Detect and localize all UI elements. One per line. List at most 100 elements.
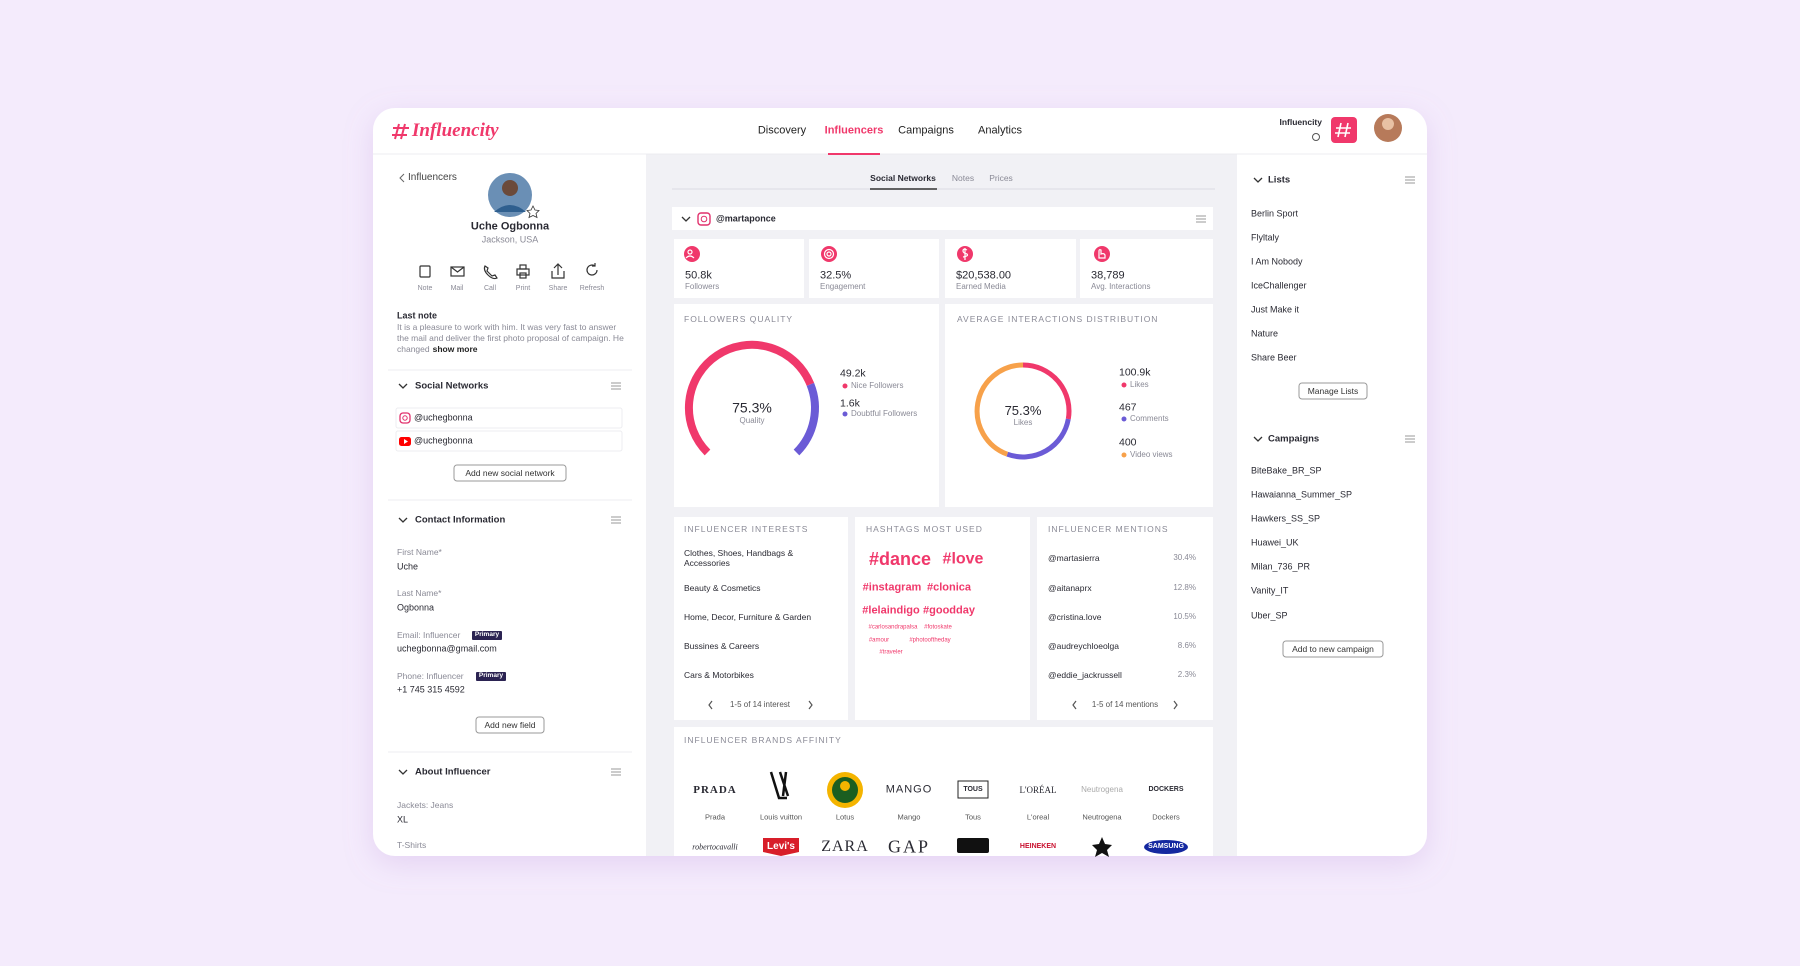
shape-rect xyxy=(399,412,411,424)
mention-name: @martasierra xyxy=(1048,552,1100,563)
shape-rect xyxy=(472,631,502,640)
button[interactable]: Manage Lists xyxy=(1307,385,1359,396)
shape-path xyxy=(684,340,815,456)
brand-name: Louis vuitton xyxy=(759,812,803,822)
legend-label: Comments xyxy=(1130,414,1169,424)
stat-value: 38,789 xyxy=(1091,269,1125,282)
shape-rect xyxy=(453,464,567,482)
profile-location: Jackson, USA xyxy=(481,234,539,245)
shape-circle xyxy=(1312,133,1320,141)
shape-rect xyxy=(476,672,506,681)
shape-path xyxy=(1335,122,1351,138)
action-label[interactable]: Print xyxy=(515,284,531,292)
social-account[interactable]: @uchegbonna xyxy=(414,412,473,423)
button[interactable]: Add new field xyxy=(484,719,536,730)
shape-rect xyxy=(1037,517,1213,720)
shape-path xyxy=(793,382,819,456)
field-label: Phone: Influencer xyxy=(397,670,464,681)
button[interactable]: Add to new campaign xyxy=(1292,643,1374,654)
hashtag: #love xyxy=(942,550,984,568)
button[interactable]: Add new social network xyxy=(465,467,555,478)
action-label[interactable]: Share xyxy=(548,284,568,292)
brand-name: Neutrogena xyxy=(1082,812,1122,822)
shape-path xyxy=(483,265,498,280)
card-title: HASHTAGS MOST USED xyxy=(866,523,983,534)
legend-label: Nice Followers xyxy=(851,381,904,391)
shape-rect xyxy=(395,430,623,452)
nav-item[interactable]: Influencers xyxy=(824,124,884,137)
shape-g xyxy=(685,248,1106,260)
social-account[interactable]: @uchegbonna xyxy=(414,435,473,446)
hashtag: #amour xyxy=(868,637,890,644)
shape-path xyxy=(708,700,713,710)
section-title: Lists xyxy=(1268,174,1291,186)
nav-item[interactable]: Campaigns xyxy=(898,124,954,137)
shape-circle xyxy=(684,246,700,262)
shape-rect xyxy=(674,304,939,507)
list-item[interactable]: I Am Nobody xyxy=(1251,256,1303,267)
mention-value: 2.3% xyxy=(1177,670,1196,680)
shape-path xyxy=(526,205,540,219)
shape-rect xyxy=(674,727,1213,856)
shape-path xyxy=(392,123,409,140)
shape-rect xyxy=(1282,640,1384,658)
shape-rect xyxy=(672,207,1213,230)
campaign-item[interactable]: Hawkers_SS_SP xyxy=(1251,513,1321,524)
stat-label: Engagement xyxy=(820,282,866,292)
pager: 1-5 of 14 interest xyxy=(729,700,791,710)
last-note: It is a pleasure to work with him. It wa… xyxy=(397,322,629,355)
legend-value: 400 xyxy=(1119,436,1137,449)
stat-label: Followers xyxy=(685,282,720,292)
brand-logo: ZARA xyxy=(821,838,869,855)
shape-rect xyxy=(519,272,527,279)
stat-value: 50.8k xyxy=(685,269,712,282)
campaign-item[interactable]: Uber_SP xyxy=(1251,610,1288,621)
campaign-item[interactable]: Hawaianna_Summer_SP xyxy=(1251,489,1353,500)
shape-path xyxy=(763,838,799,856)
campaign-item[interactable]: Huawei_UK xyxy=(1251,537,1299,548)
list-item[interactable]: Flyltaly xyxy=(1251,232,1280,243)
shape-path xyxy=(1072,700,1077,710)
shape-path xyxy=(450,266,465,273)
tab[interactable]: Prices xyxy=(989,172,1013,183)
tab[interactable]: Notes xyxy=(951,172,975,183)
action-label[interactable]: Note xyxy=(417,284,433,292)
action-label[interactable]: Mail xyxy=(450,284,464,292)
legend-value: 467 xyxy=(1119,401,1137,414)
tab[interactable]: Social Networks xyxy=(870,172,936,183)
shape-path xyxy=(404,439,408,444)
mention-name: @eddie_jackrussell xyxy=(1048,669,1122,680)
shape-g xyxy=(1405,176,1415,443)
list-item[interactable]: Just Make it xyxy=(1251,304,1300,315)
action-label[interactable]: Refresh xyxy=(579,284,605,292)
hashtag: #fotoskate xyxy=(924,624,952,631)
list-item[interactable]: Share Beer xyxy=(1251,352,1297,363)
shape-path xyxy=(1253,436,1263,442)
campaign-item[interactable]: Milan_736_PR xyxy=(1251,561,1311,572)
nav-item[interactable]: Discovery xyxy=(757,124,807,137)
shape-path xyxy=(611,382,621,390)
logo: Influencity xyxy=(412,120,499,141)
shape-path xyxy=(1405,176,1415,184)
shape-rect xyxy=(419,265,431,278)
list-item[interactable]: IceChallenger xyxy=(1251,280,1307,291)
field-value: XL xyxy=(397,814,409,825)
list-item[interactable]: Nature xyxy=(1251,328,1279,339)
shape-path xyxy=(551,263,565,279)
nav-item[interactable]: Analytics xyxy=(977,124,1023,137)
shape-g xyxy=(708,700,1178,710)
stat-value: 32.5% xyxy=(820,269,852,282)
list-item[interactable]: Berlin Sport xyxy=(1251,208,1299,219)
show-more[interactable]: show more xyxy=(432,344,478,354)
shape-rect xyxy=(957,780,989,799)
campaign-item[interactable]: BiteBake_BR_SP xyxy=(1251,465,1322,476)
back-link[interactable]: Influencers xyxy=(408,172,457,183)
campaign-item[interactable]: Vanity_IT xyxy=(1251,585,1289,596)
shape-path xyxy=(1098,249,1106,259)
brand-logo: robertocavalli xyxy=(692,842,738,852)
shape-circle xyxy=(1382,118,1394,130)
brand-name: Prada xyxy=(704,812,726,822)
shape-path xyxy=(1253,177,1263,183)
action-label[interactable]: Call xyxy=(483,284,497,292)
